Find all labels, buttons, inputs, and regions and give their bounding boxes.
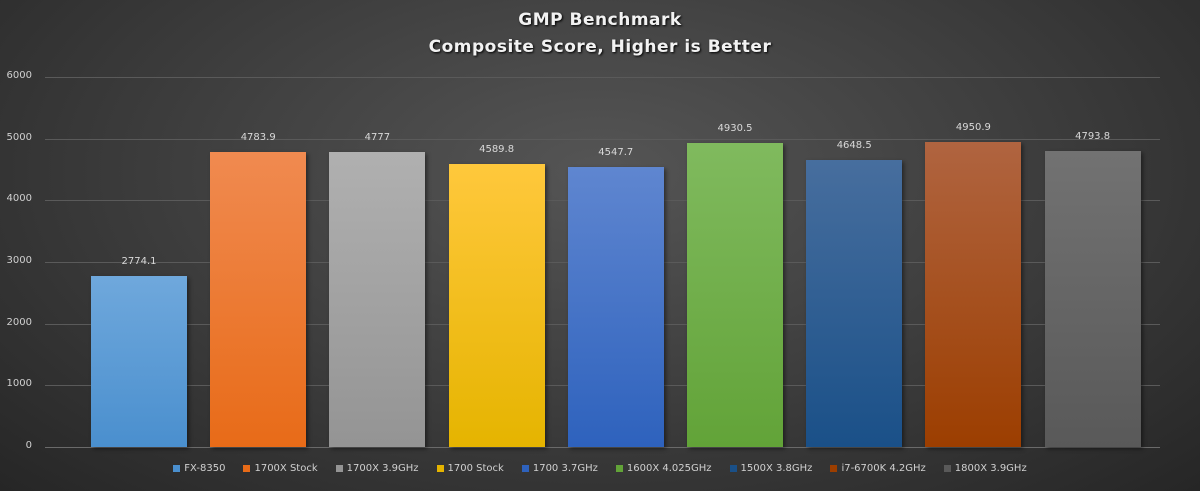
- legend-label: 1700 3.7GHz: [532, 463, 598, 474]
- legend-item: 1800X 3.9GHz: [943, 463, 1027, 474]
- legend-item: 1700X Stock: [243, 463, 318, 474]
- bar-1700-stock: [448, 163, 545, 447]
- legend-label: 1500X 3.8GHz: [740, 463, 813, 474]
- y-tick-label: 3000: [6, 255, 32, 266]
- data-label: 4777: [364, 132, 391, 144]
- data-label: 4950.9: [955, 121, 991, 133]
- data-label: 4783.9: [240, 131, 276, 143]
- chart-subtitle: Composite Score, Higher is Better: [428, 37, 772, 57]
- bar-1600x-4-025ghz: [687, 142, 783, 447]
- legend-label: 1600X 4.025GHz: [626, 463, 712, 474]
- legend-label: 1800X 3.9GHz: [954, 463, 1027, 474]
- y-tick-label: 5000: [6, 131, 32, 143]
- bar-i7-6700k-4-2ghz: [925, 141, 1022, 447]
- gridline: [45, 138, 1160, 140]
- y-tick-label: 4000: [6, 193, 32, 205]
- legend-item: i7-6700K 4.2GHz: [830, 463, 926, 474]
- y-tick-label: 2000: [6, 316, 32, 328]
- data-label: 4793.8: [1075, 131, 1111, 143]
- bar-1700x-stock: [210, 151, 307, 447]
- legend-swatch-icon: [173, 465, 181, 472]
- legend-label: i7-6700K 4.2GHz: [841, 463, 926, 474]
- legend-swatch-icon: [830, 465, 838, 472]
- legend-item: 1600X 4.025GHz: [615, 463, 712, 474]
- legend-label: 1700 Stock: [447, 463, 504, 474]
- legend-label: 1700X Stock: [254, 463, 318, 474]
- legend-label: 1700X 3.9GHz: [346, 463, 419, 474]
- gridline: [45, 77, 1160, 78]
- data-label: 4547.7: [598, 146, 634, 158]
- legend-swatch-icon: [729, 465, 737, 472]
- bar-1800x-3-9ghz: [1044, 151, 1141, 447]
- data-label: 2774.1: [121, 255, 157, 267]
- plot-area: 2774.1 4783.9 4777 4589.8 4547.7 4930.5 4648.5…: [45, 77, 1160, 448]
- legend-swatch-icon: [615, 465, 623, 472]
- data-label: 4930.5: [717, 122, 753, 134]
- bar-fx-8350: [91, 275, 187, 447]
- bar-1700-3-7ghz: [567, 166, 664, 447]
- legend-item: 1500X 3.8GHz: [729, 463, 813, 474]
- y-tick-label: 1000: [6, 378, 32, 390]
- gridline: [45, 447, 1160, 448]
- legend-swatch-icon: [335, 465, 343, 472]
- data-label: 4648.5: [836, 140, 872, 152]
- legend-swatch-icon: [243, 465, 251, 472]
- legend-swatch-icon: [943, 465, 951, 472]
- legend: FX-8350 1700X Stock 1700X 3.9GHz 1700 Stock…: [0, 463, 1200, 474]
- legend-swatch-icon: [436, 465, 444, 472]
- bar-1500x-3-8ghz: [806, 160, 903, 447]
- legend-item: 1700 3.7GHz: [521, 463, 598, 474]
- data-label: 4589.8: [479, 143, 515, 155]
- chart-title: GMP Benchmark: [518, 10, 682, 30]
- legend-swatch-icon: [521, 465, 529, 472]
- bar-1700x-3-9ghz: [329, 152, 426, 447]
- legend-item: 1700X 3.9GHz: [335, 463, 419, 474]
- y-tick-label: 6000: [6, 70, 32, 81]
- legend-item: 1700 Stock: [436, 463, 504, 474]
- legend-label: FX-8350: [184, 463, 226, 474]
- y-tick-label: 0: [25, 440, 32, 451]
- legend-item: FX-8350: [173, 463, 225, 474]
